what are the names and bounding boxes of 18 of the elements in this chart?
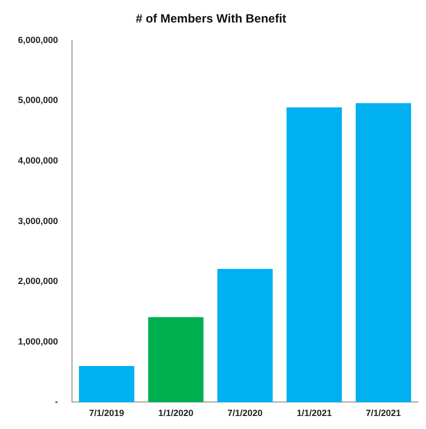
- bar: [148, 317, 204, 402]
- bar: [217, 268, 273, 402]
- x-tick-label: 7/1/2019: [89, 408, 124, 418]
- bar: [356, 103, 412, 402]
- y-tick-label: -: [55, 396, 58, 407]
- chart-title: # of Members With Benefit: [136, 12, 286, 26]
- x-tick-label: 7/1/2020: [227, 408, 263, 418]
- y-tick-label: 6,000,000: [18, 34, 58, 45]
- x-tick-label: 1/1/2020: [158, 408, 194, 418]
- bar: [286, 107, 342, 402]
- y-tick-label: 4,000,000: [18, 155, 58, 166]
- x-tick-label: 1/1/2021: [296, 408, 332, 418]
- bar: [78, 366, 134, 402]
- x-tick-label: 7/1/2021: [366, 408, 401, 418]
- y-tick-label: 1,000,000: [18, 336, 58, 346]
- y-tick-label: 2,000,000: [18, 276, 58, 286]
- y-tick-label: 5,000,000: [18, 95, 58, 106]
- y-tick-label: 3,000,000: [18, 216, 58, 226]
